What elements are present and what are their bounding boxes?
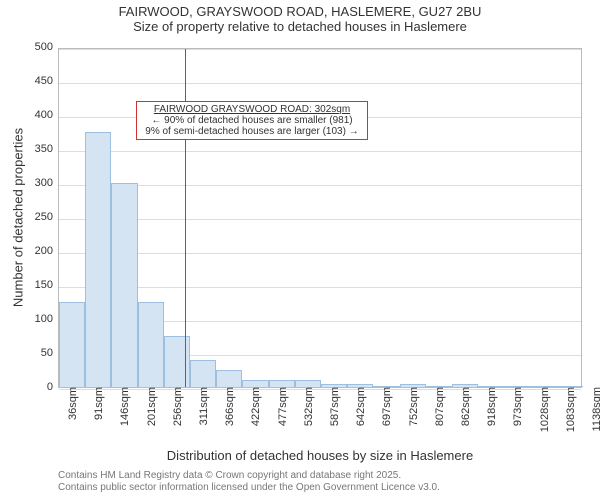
histogram-bar [269, 380, 295, 387]
x-tick-label: 422sqm [246, 387, 262, 426]
reference-line [185, 49, 186, 387]
histogram-bar [59, 302, 85, 387]
x-tick-label: 807sqm [430, 387, 446, 426]
y-tick-label: 300 [35, 177, 59, 189]
x-tick-label: 862sqm [456, 387, 472, 426]
x-axis-label: Distribution of detached houses by size … [58, 448, 582, 463]
x-tick-label: 1028sqm [535, 387, 551, 432]
x-tick-label: 256sqm [168, 387, 184, 426]
page-subtitle: Size of property relative to detached ho… [0, 19, 600, 34]
x-tick-label: 91sqm [89, 387, 105, 420]
y-tick-label: 400 [35, 109, 59, 121]
histogram-bar [138, 302, 164, 387]
histogram-bar [111, 183, 137, 387]
y-tick-label: 200 [35, 245, 59, 257]
x-tick-label: 366sqm [220, 387, 236, 426]
histogram-bar [190, 360, 216, 387]
callout-line: ← 90% of detached houses are smaller (98… [139, 115, 365, 126]
x-tick-label: 1138sqm [587, 387, 600, 431]
page-title: FAIRWOOD, GRAYSWOOD ROAD, HASLEMERE, GU2… [0, 0, 600, 19]
x-tick-label: 532sqm [299, 387, 315, 426]
x-tick-label: 642sqm [351, 387, 367, 426]
x-tick-label: 201sqm [142, 387, 158, 426]
histogram-bar [216, 370, 242, 387]
y-tick-label: 350 [35, 143, 59, 155]
callout-line: FAIRWOOD GRAYSWOOD ROAD: 302sqm [139, 104, 365, 115]
histogram-bar [85, 132, 111, 387]
grid-line [59, 151, 581, 152]
y-tick-label: 0 [47, 381, 59, 393]
y-axis-label: Number of detached properties [11, 48, 26, 388]
histogram-bar [242, 380, 268, 387]
y-tick-label: 500 [35, 41, 59, 53]
x-tick-label: 311sqm [194, 387, 210, 425]
grid-line [59, 389, 581, 390]
y-tick-label: 450 [35, 75, 59, 87]
y-tick-label: 250 [35, 211, 59, 223]
histogram-bar [295, 380, 321, 387]
x-tick-label: 1083sqm [561, 387, 577, 432]
attribution-line-1: Contains HM Land Registry data © Crown c… [58, 470, 401, 481]
callout-line: 9% of semi-detached houses are larger (1… [139, 126, 365, 137]
x-tick-label: 752sqm [404, 387, 420, 426]
x-tick-label: 918sqm [482, 387, 498, 426]
x-tick-label: 697sqm [377, 387, 393, 426]
x-tick-label: 587sqm [325, 387, 341, 426]
callout-box: FAIRWOOD GRAYSWOOD ROAD: 302sqm← 90% of … [136, 101, 368, 140]
x-tick-label: 477sqm [273, 387, 289, 426]
y-tick-label: 100 [35, 313, 59, 325]
grid-line [59, 49, 581, 50]
x-tick-label: 36sqm [63, 387, 79, 420]
x-tick-label: 146sqm [115, 387, 131, 426]
attribution-line-2: Contains public sector information licen… [58, 482, 440, 493]
histogram-plot: FAIRWOOD GRAYSWOOD ROAD: 302sqm← 90% of … [58, 48, 582, 388]
y-tick-label: 150 [35, 279, 59, 291]
x-tick-label: 973sqm [508, 387, 524, 426]
y-tick-label: 50 [41, 347, 59, 359]
grid-line [59, 83, 581, 84]
